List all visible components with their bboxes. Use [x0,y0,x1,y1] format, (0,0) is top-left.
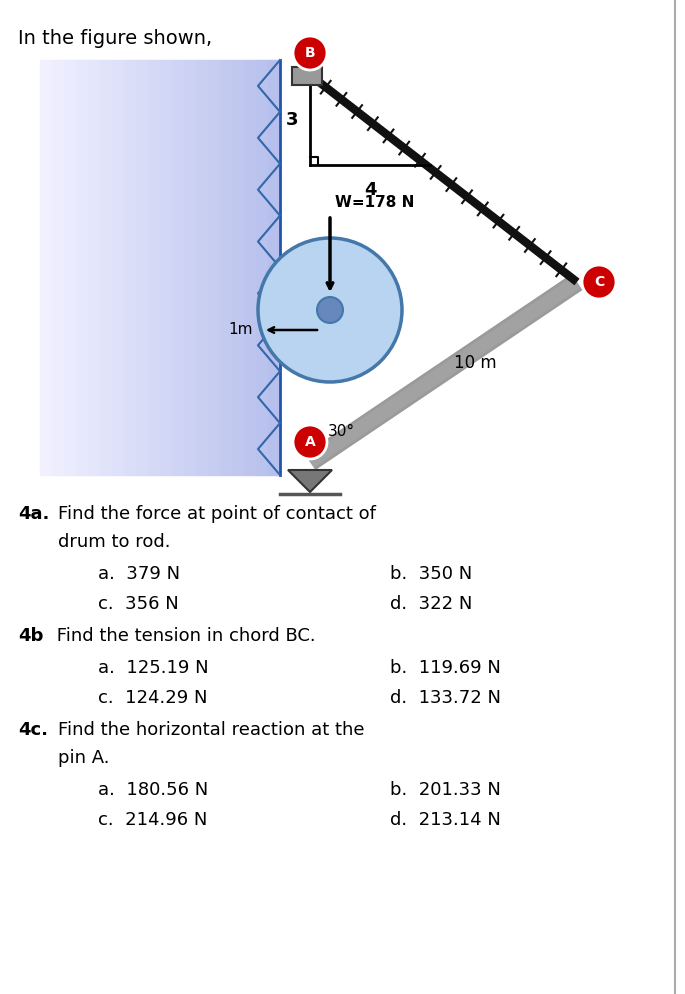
Bar [112,60,124,475]
Text: a.  379 N: a. 379 N [98,565,180,583]
Text: Find the tension in chord BC.: Find the tension in chord BC. [51,627,316,645]
Text: 4b: 4b [18,627,43,645]
Text: 4: 4 [364,181,376,199]
Circle shape [582,265,616,299]
Text: 30°: 30° [328,424,355,439]
Text: B: B [305,46,315,60]
Text: A: A [305,435,315,449]
Bar [220,60,232,475]
Text: c.  356 N: c. 356 N [98,595,179,613]
Text: C: C [594,275,604,289]
Text: 1m: 1m [229,322,253,338]
Bar [40,60,52,475]
Text: drum to rod.: drum to rod. [58,533,171,551]
Text: Find the horizontal reaction at the: Find the horizontal reaction at the [58,721,364,739]
Bar [100,60,112,475]
Circle shape [317,297,343,323]
Circle shape [258,238,402,382]
Bar [232,60,244,475]
Text: a.  180.56 N: a. 180.56 N [98,781,208,799]
Circle shape [293,425,327,459]
Bar [64,60,76,475]
Text: In the figure shown,: In the figure shown, [18,29,212,48]
Bar [52,60,64,475]
Text: d.  213.14 N: d. 213.14 N [390,811,501,829]
Text: d.  133.72 N: d. 133.72 N [390,689,501,707]
Bar [244,60,256,475]
Text: d.  322 N: d. 322 N [390,595,473,613]
Text: pin A.: pin A. [58,749,110,767]
Text: b.  119.69 N: b. 119.69 N [390,659,501,677]
Text: 4a.: 4a. [18,505,49,523]
Bar [184,60,196,475]
Text: Find the force at point of contact of: Find the force at point of contact of [58,505,376,523]
Text: 4c.: 4c. [18,721,48,739]
Text: 10 m: 10 m [454,354,497,372]
Bar [196,60,208,475]
Bar [124,60,136,475]
Text: a.  125.19 N: a. 125.19 N [98,659,209,677]
Text: 3: 3 [286,111,298,129]
Text: c.  124.29 N: c. 124.29 N [98,689,208,707]
Bar [148,60,160,475]
Circle shape [293,36,327,70]
Text: b.  201.33 N: b. 201.33 N [390,781,501,799]
Bar [256,60,268,475]
Polygon shape [288,470,332,492]
Bar [268,60,280,475]
Bar [208,60,220,475]
Bar [88,60,100,475]
Bar [160,60,172,475]
Bar [136,60,148,475]
Bar [76,60,88,475]
Bar [172,60,184,475]
Text: W=178 N: W=178 N [335,195,414,210]
Bar [292,67,322,85]
Text: b.  350 N: b. 350 N [390,565,472,583]
Text: c.  214.96 N: c. 214.96 N [98,811,208,829]
